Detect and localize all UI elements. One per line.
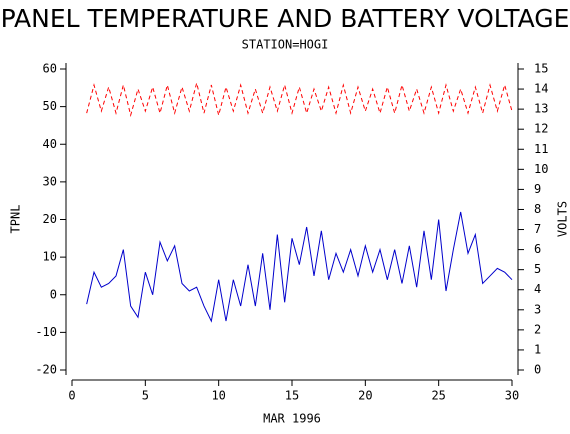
y2-tick-label: 0 (534, 363, 541, 377)
x-tick-label: 30 (505, 389, 519, 403)
x-tick-label: 20 (358, 389, 372, 403)
y2-axis-label: VOLTS (556, 201, 570, 237)
x-tick-label: 15 (285, 389, 299, 403)
x-axis-label: MAR 1996 (263, 412, 321, 426)
y2-tick-label: 3 (534, 302, 541, 316)
y-tick-label: 30 (43, 174, 57, 188)
y2-tick-label: 14 (534, 82, 548, 96)
y2-tick-label: 7 (534, 222, 541, 236)
y-tick-label: 50 (43, 99, 57, 113)
y2-tick-label: 11 (534, 142, 548, 156)
series-line (86, 82, 513, 118)
y-tick-label: -20 (35, 363, 57, 377)
y2-tick-label: 5 (534, 262, 541, 276)
y-tick-label: 10 (43, 250, 57, 264)
y2-tick-label: 15 (534, 62, 548, 76)
series-line (86, 211, 513, 323)
x-tick-label: 5 (142, 389, 149, 403)
y2-tick-label: 4 (534, 282, 541, 296)
x-tick-label: 0 (68, 389, 75, 403)
y2-tick-label: 1 (534, 342, 541, 356)
x-tick-label: 25 (431, 389, 445, 403)
y2-tick-label: 6 (534, 242, 541, 256)
y-tick-label: -10 (35, 325, 57, 339)
y-tick-label: 0 (50, 287, 57, 301)
chart-subtitle: STATION=HOGI (242, 38, 329, 52)
chart-title: PANEL TEMPERATURE AND BATTERY VOLTAGE (1, 4, 570, 33)
y2-tick-label: 2 (534, 322, 541, 336)
y-tick-label: 60 (43, 62, 57, 76)
y-tick-label: 20 (43, 212, 57, 226)
y-tick-label: 40 (43, 137, 57, 151)
y2-tick-label: 8 (534, 202, 541, 216)
y-axis-label: TPNL (9, 205, 23, 234)
x-tick-label: 10 (211, 389, 225, 403)
y2-tick-label: 10 (534, 162, 548, 176)
y2-tick-label: 12 (534, 122, 548, 136)
y2-tick-label: 13 (534, 102, 548, 116)
y2-tick-label: 9 (534, 182, 541, 196)
